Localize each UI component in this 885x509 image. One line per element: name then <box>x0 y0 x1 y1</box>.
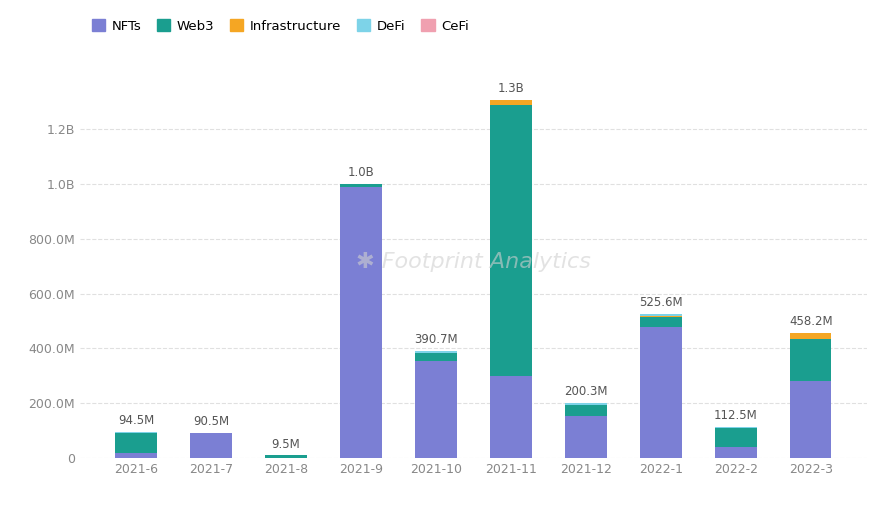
Bar <box>566 405 606 416</box>
Bar <box>490 104 532 376</box>
Bar <box>115 432 157 434</box>
Bar <box>790 332 832 333</box>
Bar <box>790 333 832 339</box>
Bar <box>641 327 681 458</box>
Text: ✱ Footprint Analytics: ✱ Footprint Analytics <box>356 252 591 272</box>
Text: 112.5M: 112.5M <box>714 409 758 422</box>
Legend: NFTs, Web3, Infrastructure, DeFi, CeFi: NFTs, Web3, Infrastructure, DeFi, CeFi <box>86 14 474 38</box>
Text: 1.3B: 1.3B <box>497 82 524 96</box>
Bar <box>715 428 757 447</box>
Bar <box>190 433 232 458</box>
Bar <box>415 353 457 361</box>
Text: 1.0B: 1.0B <box>348 166 374 179</box>
Bar <box>115 453 157 458</box>
Bar <box>790 339 832 381</box>
Text: 9.5M: 9.5M <box>272 438 300 450</box>
Bar <box>341 187 381 458</box>
Bar <box>415 351 457 353</box>
Bar <box>715 427 757 428</box>
Bar <box>641 314 681 316</box>
Text: 458.2M: 458.2M <box>789 315 833 328</box>
Bar <box>415 361 457 458</box>
Text: 94.5M: 94.5M <box>118 414 154 427</box>
Bar <box>566 403 606 405</box>
Text: 390.7M: 390.7M <box>414 333 458 346</box>
Bar <box>490 100 532 104</box>
Bar <box>790 381 832 458</box>
Text: 525.6M: 525.6M <box>639 296 682 309</box>
Bar <box>341 184 381 187</box>
Text: 90.5M: 90.5M <box>193 415 229 429</box>
Bar <box>566 416 606 458</box>
Bar <box>490 376 532 458</box>
Bar <box>266 456 306 458</box>
Bar <box>115 434 157 453</box>
Bar <box>641 316 681 317</box>
Text: 200.3M: 200.3M <box>565 385 608 398</box>
Bar <box>641 317 681 327</box>
Bar <box>715 447 757 458</box>
